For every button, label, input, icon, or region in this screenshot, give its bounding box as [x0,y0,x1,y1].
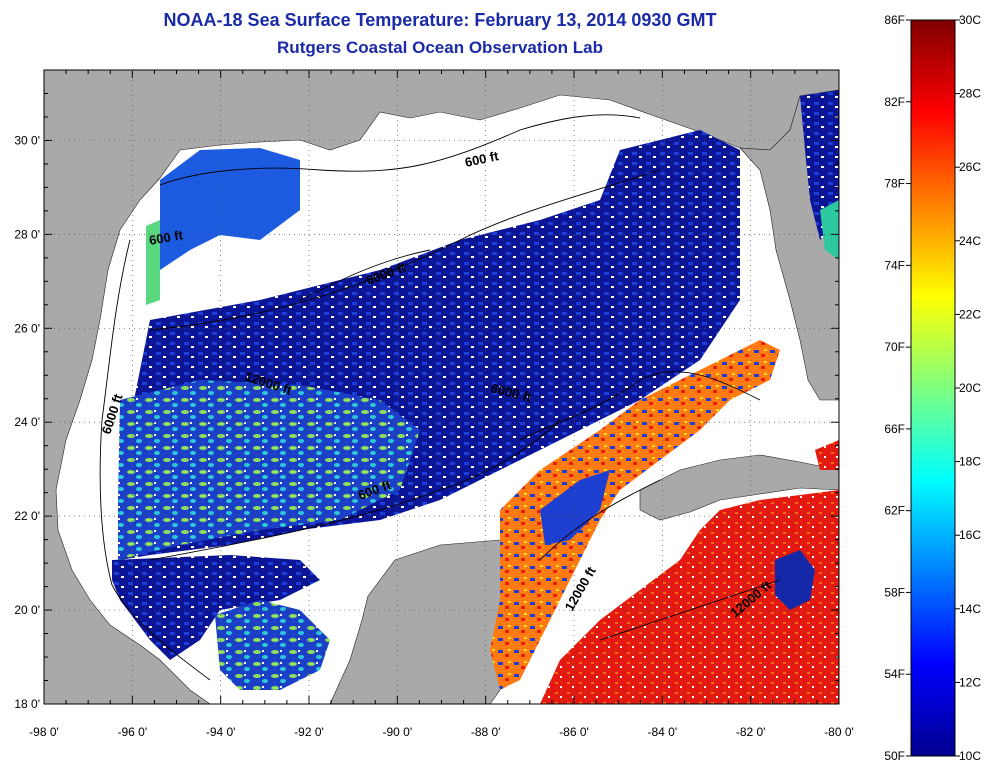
sst-cayman-cold [775,550,815,610]
celsius-label: 28C [959,87,981,101]
fahrenheit-label: 50F [884,749,905,763]
sst-caribbean [540,490,839,704]
contour-label: 600 ft [148,227,185,248]
lon-label: -88 0' [471,725,501,739]
lon-label: -84 0' [648,725,678,739]
fahrenheit-label: 74F [884,258,905,272]
lat-label: 26 0' [14,321,40,335]
fahrenheit-label: 70F [884,340,905,354]
lat-label: 22 0' [14,509,40,523]
fahrenheit-label: 86F [884,13,905,27]
lon-label: -90 0' [383,725,413,739]
celsius-label: 18C [959,455,981,469]
lat-label: 18 0' [14,697,40,711]
lon-label: -94 0' [206,725,236,739]
lat-label: 30 0' [14,133,40,147]
lat-label: 20 0' [14,603,40,617]
sst-atlantic-east [800,90,839,240]
map-subtitle: Rutgers Coastal Ocean Observation Lab [277,38,603,57]
sst-cold-campeche [215,600,330,690]
lon-label: -86 0' [559,725,589,739]
lat-label: 24 0' [14,415,40,429]
map-title: NOAA-18 Sea Surface Temperature: Februar… [163,10,717,30]
fahrenheit-label: 54F [884,667,905,681]
celsius-label: 30C [959,13,981,27]
sst-florida-keys [815,440,839,470]
fahrenheit-label: 78F [884,177,905,191]
celsius-label: 10C [959,749,981,763]
bathymetry-contours [99,114,781,681]
sst-green-strip [146,220,160,305]
fahrenheit-label: 66F [884,422,905,436]
sst-cold-north [160,148,300,270]
lon-label: -96 0' [118,725,148,739]
lon-label: -80 0' [824,725,854,739]
contour-label: 600 ft [464,148,501,170]
celsius-label: 24C [959,234,981,248]
celsius-label: 20C [959,381,981,395]
sst-atlantic-green [820,200,839,260]
celsius-label: 16C [959,528,981,542]
celsius-label: 14C [959,602,981,616]
celsius-label: 22C [959,307,981,321]
sst-loop-center [540,470,610,545]
fahrenheit-label: 62F [884,504,905,518]
sst-cold-southwest [112,555,320,660]
land-cuba [639,454,839,521]
lat-label: 28 0' [14,227,40,241]
lon-label: -82 0' [736,725,766,739]
celsius-label: 12C [959,675,981,689]
fahrenheit-label: 82F [884,95,905,109]
celsius-label: 26C [959,160,981,174]
sst-green-west [118,380,420,560]
lon-label: -98 0' [29,725,59,739]
colorbar-gradient [910,19,956,757]
lon-label: -92 0' [294,725,324,739]
fahrenheit-label: 58F [884,585,905,599]
graticule: -98 0' -96 0' -94 0' -92 0' -90 0' -88 0' -86 … [14,69,854,739]
